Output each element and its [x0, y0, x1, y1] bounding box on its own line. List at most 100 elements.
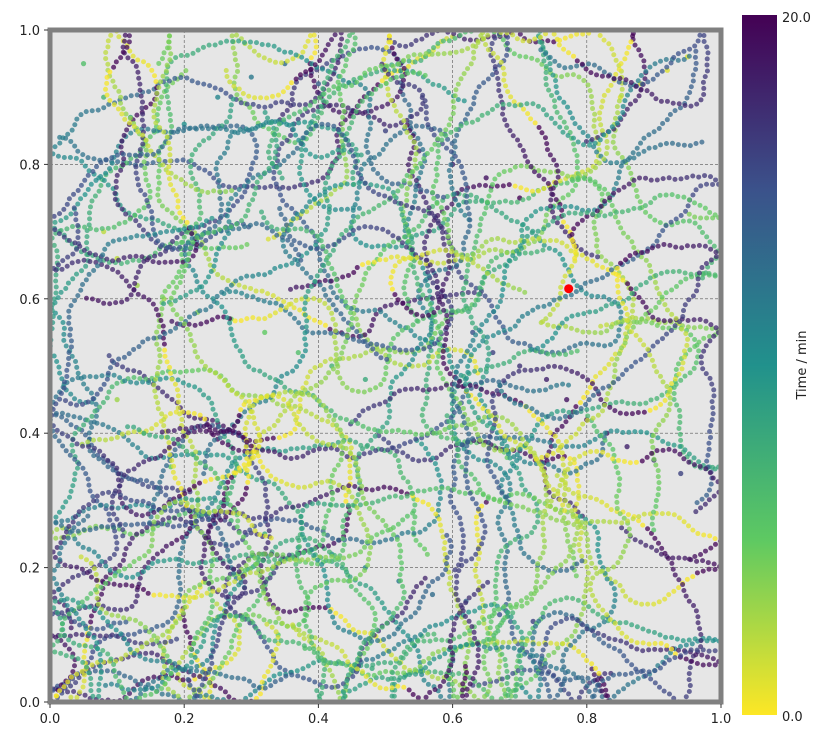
trajectory-point: [603, 151, 609, 157]
trajectory-point: [379, 78, 385, 84]
trajectory-point: [573, 182, 579, 188]
trajectory-point: [135, 291, 141, 297]
trajectory-point: [330, 422, 336, 428]
trajectory-point: [632, 429, 638, 435]
trajectory-point: [140, 379, 146, 385]
trajectory-point: [266, 528, 272, 534]
trajectory-point: [329, 310, 335, 316]
trajectory-point: [543, 70, 549, 76]
trajectory-point: [406, 362, 412, 368]
trajectory-point: [270, 435, 276, 441]
trajectory-point: [507, 382, 513, 388]
trajectory-point: [502, 572, 508, 578]
trajectory-point: [585, 537, 591, 543]
trajectory-point: [291, 305, 297, 311]
trajectory-point: [669, 634, 675, 640]
trajectory-point: [215, 94, 221, 100]
trajectory-point: [145, 484, 151, 490]
trajectory-point: [367, 387, 373, 393]
trajectory-point: [420, 406, 426, 412]
trajectory-point: [482, 182, 488, 188]
trajectory-point: [399, 531, 405, 537]
trajectory-point: [141, 159, 147, 165]
trajectory-point: [166, 284, 172, 290]
trajectory-point: [449, 430, 455, 436]
points-layer: [50, 30, 721, 702]
trajectory-point: [282, 495, 288, 501]
trajectory-point: [168, 638, 174, 644]
trajectory-point: [96, 436, 102, 442]
trajectory-point: [398, 470, 404, 476]
trajectory-point: [423, 383, 429, 389]
trajectory-point: [131, 368, 137, 374]
trajectory-point: [678, 470, 684, 477]
trajectory-point: [332, 183, 338, 189]
trajectory-point: [149, 650, 155, 656]
trajectory-point: [252, 137, 258, 143]
trajectory-point: [103, 56, 109, 62]
trajectory-point: [274, 516, 280, 522]
trajectory-point: [600, 615, 606, 621]
trajectory-point: [365, 149, 371, 155]
trajectory-point: [176, 660, 182, 666]
trajectory-point: [329, 673, 335, 679]
trajectory-point: [227, 114, 233, 120]
trajectory-point: [359, 539, 365, 545]
trajectory-point: [288, 446, 294, 452]
trajectory-point: [224, 286, 230, 292]
trajectory-point: [419, 218, 425, 224]
trajectory-point: [423, 104, 429, 110]
trajectory-point: [504, 40, 510, 46]
trajectory-point: [614, 104, 620, 110]
trajectory-point: [568, 33, 574, 39]
trajectory-point: [192, 322, 198, 328]
trajectory-point: [513, 384, 519, 390]
trajectory-point: [212, 623, 218, 629]
trajectory-point: [409, 169, 415, 175]
trajectory-point: [486, 351, 492, 357]
trajectory-point: [293, 284, 299, 290]
trajectory-point: [372, 590, 378, 596]
trajectory-point: [116, 670, 122, 676]
trajectory-point: [437, 341, 443, 347]
trajectory-point: [58, 218, 64, 224]
trajectory-point: [68, 625, 74, 631]
trajectory-point: [472, 567, 478, 573]
trajectory-point: [78, 196, 84, 202]
trajectory-point: [174, 158, 180, 164]
trajectory-point: [556, 95, 562, 101]
trajectory-point: [422, 546, 428, 552]
trajectory-point: [421, 346, 427, 352]
trajectory-point: [463, 234, 469, 240]
trajectory-point: [358, 82, 364, 88]
trajectory-point: [543, 82, 549, 88]
trajectory-point: [512, 164, 518, 170]
trajectory-point: [328, 278, 334, 284]
trajectory-point: [224, 38, 230, 44]
trajectory-point: [305, 663, 311, 669]
trajectory-point: [547, 601, 553, 607]
trajectory-point: [343, 498, 349, 504]
trajectory-point: [115, 269, 121, 275]
trajectory-point: [340, 547, 346, 553]
trajectory-point: [159, 691, 165, 697]
trajectory-point: [396, 443, 402, 449]
trajectory-point: [405, 216, 411, 222]
trajectory-point: [161, 423, 167, 429]
trajectory-point: [236, 86, 242, 92]
trajectory-point: [56, 509, 62, 515]
trajectory-point: [307, 535, 313, 541]
trajectory-point: [225, 600, 231, 606]
trajectory-point: [192, 676, 198, 682]
trajectory-point: [317, 282, 323, 288]
trajectory-point: [264, 436, 270, 442]
trajectory-point: [266, 637, 272, 643]
trajectory-point: [87, 448, 93, 454]
trajectory-point: [472, 302, 478, 308]
trajectory-point: [293, 76, 299, 82]
trajectory-point: [473, 198, 479, 204]
trajectory-point: [311, 296, 317, 302]
trajectory-point: [423, 116, 429, 122]
trajectory-point: [500, 111, 506, 117]
trajectory-point: [441, 646, 447, 652]
